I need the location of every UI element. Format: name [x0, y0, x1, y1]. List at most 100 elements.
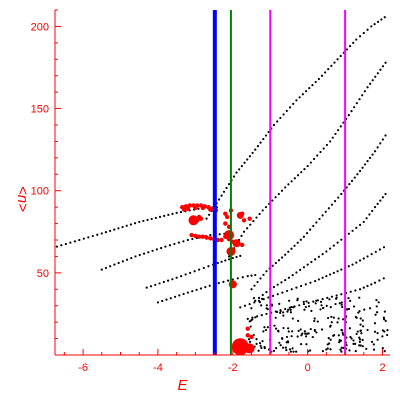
data-point: [320, 328, 324, 331]
data-point: [256, 280, 259, 284]
data-point: [312, 300, 315, 303]
data-point: [113, 228, 116, 231]
data-point: [386, 329, 389, 332]
red-data-cluster: [188, 215, 199, 226]
data-point: [376, 72, 379, 75]
data-point: [362, 31, 365, 35]
data-point: [326, 296, 329, 300]
data-point: [280, 281, 283, 284]
data-point: [349, 299, 352, 303]
data-point: [347, 265, 350, 268]
data-point: [316, 154, 319, 157]
data-point: [339, 54, 342, 58]
data-point: [178, 294, 181, 297]
data-point: [383, 16, 386, 19]
data-point: [290, 305, 293, 309]
data-point: [353, 176, 356, 179]
data-point: [166, 279, 170, 282]
data-point: [369, 82, 372, 85]
red-data-cluster: [231, 338, 249, 356]
data-point: [301, 93, 304, 96]
data-point: [286, 310, 289, 313]
data-point: [350, 110, 353, 113]
data-point: [287, 276, 291, 279]
data-point: [299, 343, 303, 346]
data-point: [334, 302, 337, 306]
data-point: [340, 192, 343, 196]
data-point: [260, 346, 263, 349]
data-point: [218, 233, 221, 236]
data-point: [255, 216, 258, 219]
data-point: [299, 268, 302, 271]
data-point: [318, 217, 321, 221]
data-point: [204, 285, 207, 289]
data-point: [138, 220, 141, 224]
data-point: [314, 80, 317, 84]
data-point: [271, 199, 274, 202]
data-point: [150, 217, 153, 221]
data-point: [311, 84, 314, 87]
data-point: [264, 328, 268, 332]
data-point: [151, 249, 154, 252]
data-point: [336, 321, 339, 324]
data-point: [384, 319, 387, 322]
x-tick-label: -2: [228, 362, 238, 374]
data-point: [277, 259, 281, 262]
data-point: [326, 347, 329, 350]
data-point: [191, 237, 194, 241]
data-point: [256, 145, 260, 148]
data-point: [291, 347, 294, 350]
y-tick-label: 200: [31, 21, 49, 33]
data-point: [248, 155, 252, 158]
data-point: [160, 246, 163, 250]
data-point: [355, 316, 358, 319]
data-point: [186, 291, 189, 294]
data-point: [69, 241, 72, 244]
data-point: [358, 259, 362, 262]
data-point: [352, 305, 356, 308]
data-point: [358, 35, 362, 38]
data-point: [307, 305, 311, 308]
data-point: [383, 310, 386, 313]
data-point: [302, 266, 306, 269]
data-point: [134, 255, 137, 258]
data-point: [302, 302, 306, 306]
data-point: [289, 308, 292, 311]
red-data-point: [223, 211, 228, 216]
data-point: [321, 298, 324, 301]
data-point: [365, 347, 368, 350]
data-point: [362, 257, 365, 260]
data-point: [337, 196, 340, 199]
red-data-point: [193, 205, 198, 211]
data-point: [362, 325, 365, 328]
data-point: [327, 207, 330, 210]
data-point: [319, 308, 322, 311]
data-point: [295, 286, 298, 289]
data-point: [358, 169, 362, 173]
data-point: [352, 339, 355, 342]
y-tick-label: 100: [31, 186, 49, 198]
data-point: [332, 316, 335, 319]
plot-area: [55, 10, 389, 356]
data-point: [169, 297, 172, 300]
red-data-point: [200, 205, 206, 211]
data-point: [279, 344, 282, 347]
data-point: [340, 268, 343, 271]
data-point: [376, 332, 379, 335]
data-point: [341, 331, 344, 335]
data-point: [340, 293, 343, 296]
red-data-point: [245, 326, 250, 331]
red-data-point: [189, 232, 194, 238]
data-point: [173, 295, 177, 298]
data-point: [338, 341, 341, 344]
data-point: [354, 350, 357, 353]
data-point: [162, 280, 165, 284]
data-point: [362, 286, 365, 289]
data-point: [167, 213, 170, 217]
data-point: [304, 335, 308, 338]
data-point: [317, 278, 320, 281]
data-point: [329, 338, 332, 341]
red-data-point: [208, 207, 213, 212]
data-point: [250, 307, 253, 310]
data-point: [340, 350, 343, 353]
